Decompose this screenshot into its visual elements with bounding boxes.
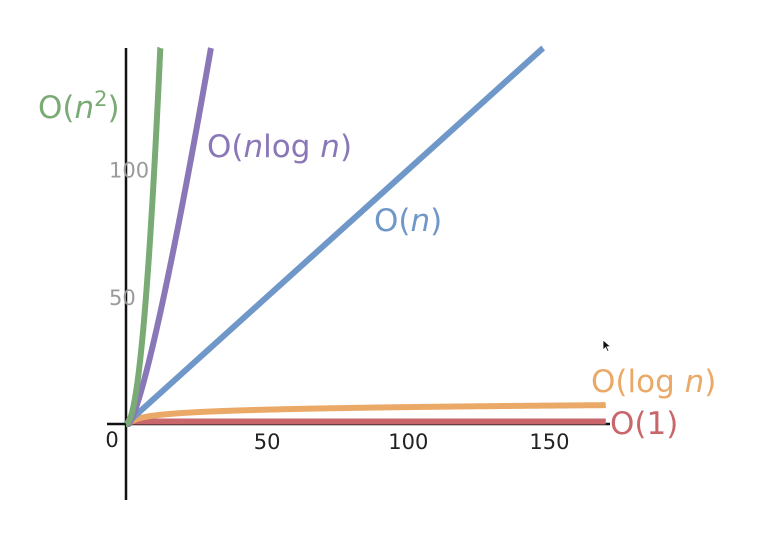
series-label: O(n2): [38, 87, 120, 126]
series-label: O(log n): [591, 364, 716, 400]
mouse-cursor-icon: [602, 339, 612, 353]
series-label: O(1): [610, 406, 678, 442]
y-tick-label: 100: [109, 159, 149, 183]
series-labels: O(n2) O(nlog n) O(n) O(log n) O(1): [38, 87, 716, 442]
series-line: [123, 45, 164, 427]
series-label: O(n): [374, 203, 442, 239]
series-line: [123, 45, 214, 427]
x-tick-label: 100: [388, 430, 428, 454]
tick-labels: 0 50 100 150 50 100: [105, 159, 569, 455]
x-tick-label: 150: [529, 430, 569, 454]
series-line: [123, 402, 609, 427]
y-tick-label: 50: [109, 286, 136, 310]
x-tick-label: 50: [254, 430, 281, 454]
series-line: [123, 45, 546, 427]
series-lines: [123, 45, 609, 427]
origin-label: 0: [105, 428, 118, 452]
series-label: O(nlog n): [207, 129, 352, 165]
